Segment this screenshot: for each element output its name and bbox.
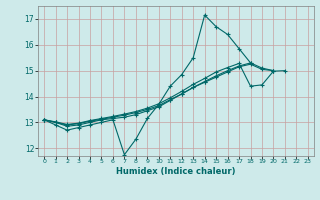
X-axis label: Humidex (Indice chaleur): Humidex (Indice chaleur) [116, 167, 236, 176]
